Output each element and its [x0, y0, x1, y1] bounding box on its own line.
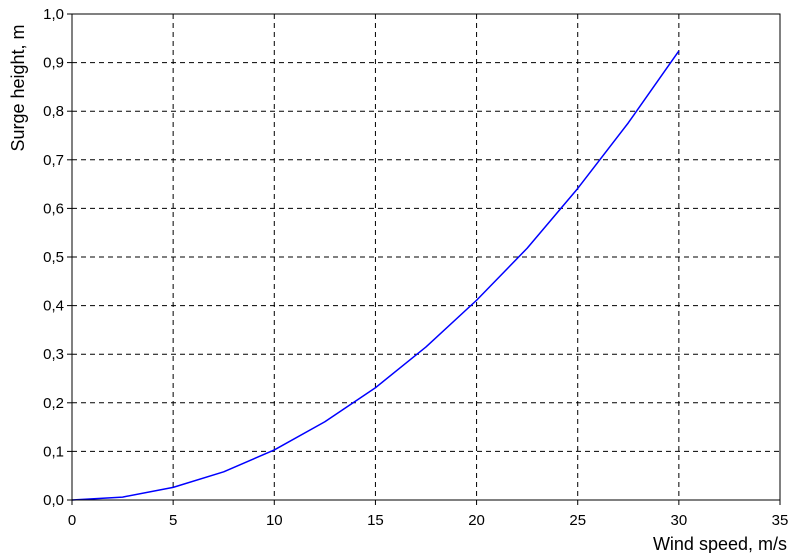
- y-tick-label: 0,6: [43, 200, 64, 217]
- grid-lines: [72, 14, 780, 500]
- y-axis-title: Surge height, m: [8, 24, 28, 151]
- y-tick-label: 1,0: [43, 6, 64, 23]
- x-tick-label: 35: [772, 512, 789, 529]
- x-tick-label: 25: [569, 512, 586, 529]
- x-tick-label: 0: [68, 512, 76, 529]
- y-tick-label: 0,0: [43, 492, 64, 509]
- y-tick-label: 0,2: [43, 395, 64, 412]
- y-tick-label: 0,8: [43, 103, 64, 120]
- x-tick-label: 20: [468, 512, 485, 529]
- x-tick-label: 30: [671, 512, 688, 529]
- series-line: [71, 50, 680, 501]
- series-line-group: [71, 50, 680, 501]
- x-tick-label: 10: [266, 512, 283, 529]
- y-tick-label: 0,1: [43, 443, 64, 460]
- plot-frame: [71, 13, 781, 501]
- y-tick-label: 0,7: [43, 152, 64, 169]
- y-tick-label: 0,4: [43, 298, 64, 315]
- x-tick-labels: 0 5 10 15 20 25 30 35: [68, 512, 789, 529]
- x-tick-label: 15: [367, 512, 384, 529]
- y-tick-label: 0,5: [43, 249, 64, 266]
- plot-area-frame: [67, 13, 781, 505]
- y-tick-label: 0,9: [43, 55, 64, 72]
- x-axis-title: Wind speed, m/s: [653, 534, 787, 553]
- y-tick-label: 0,3: [43, 346, 64, 363]
- x-tick-label: 5: [169, 512, 177, 529]
- y-tick-labels: 0,0 0,1 0,2 0,3 0,4 0,5 0,6 0,7 0,8 0,9 1,0: [43, 6, 64, 509]
